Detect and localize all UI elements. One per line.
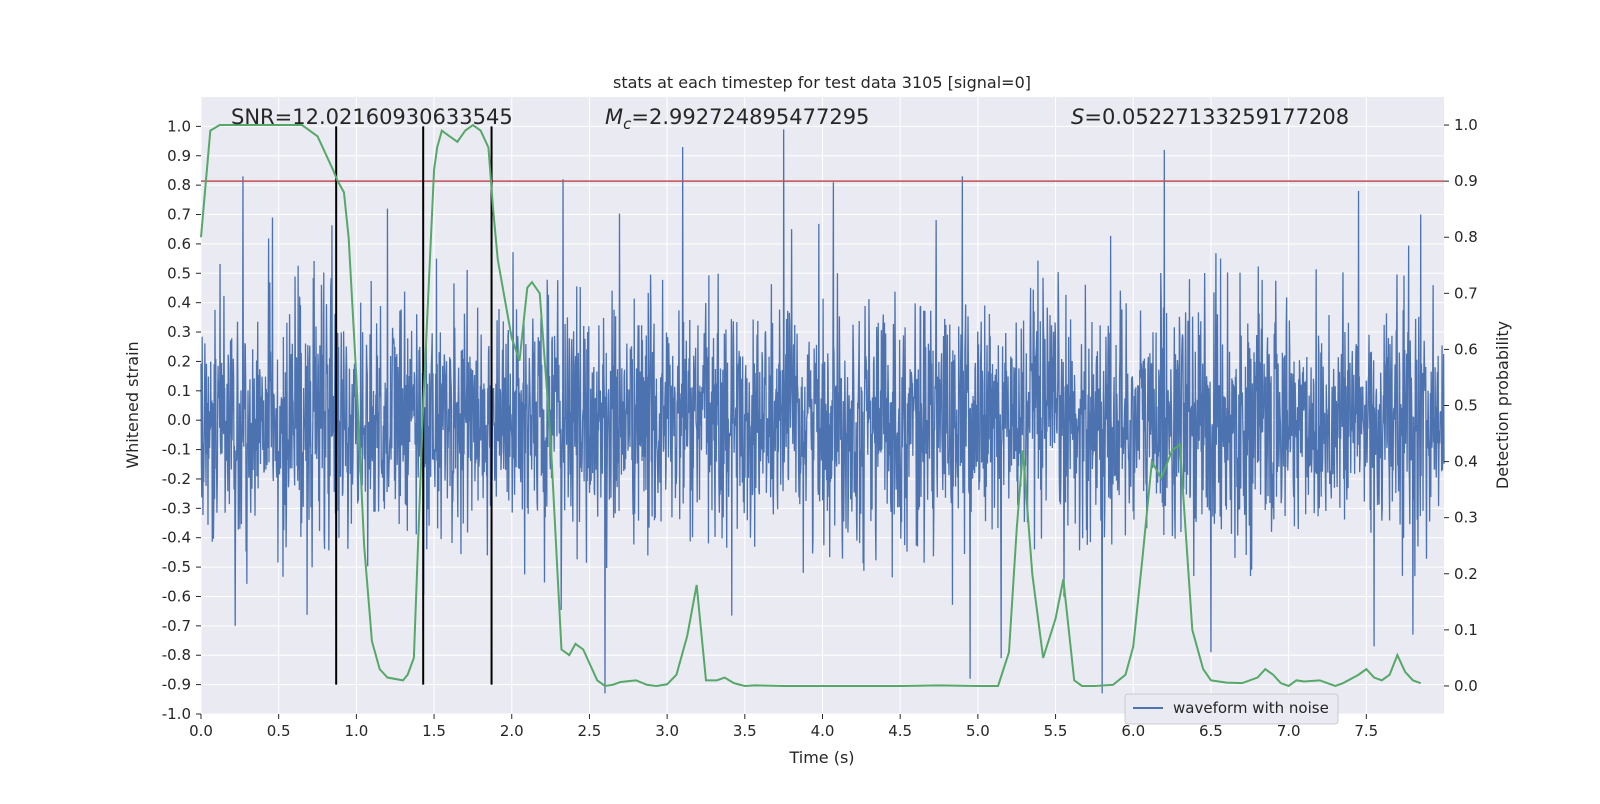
x-tick-label: 2.5 [578, 722, 602, 740]
x-tick-label: 7.0 [1277, 722, 1301, 740]
mc-value: =2.992724895477295 [631, 105, 869, 129]
y-left-tick-label: -0.3 [162, 499, 191, 517]
x-tick-label: 3.5 [733, 722, 757, 740]
x-tick-label: 0.5 [267, 722, 291, 740]
legend: waveform with noise [1124, 693, 1339, 725]
detection-probability-line [200, 123, 1422, 688]
waveform-series [200, 129, 1445, 694]
y-right-tick-label: 0.4 [1454, 453, 1478, 471]
y-right-tick-label: 0.3 [1454, 509, 1478, 527]
y-left-tick-label: 0.1 [167, 382, 191, 400]
y-left-tick-label: 0.0 [167, 411, 191, 429]
y-left-tick-label: 0.5 [167, 264, 191, 282]
y-left-tick-label: -1.0 [162, 705, 191, 723]
y-right-tick-label: 0.6 [1454, 340, 1478, 358]
x-tick-label: 6.5 [1199, 722, 1223, 740]
y-axis-left-ticks: 1.0 0.9 0.8 0.7 0.6 0.5 0.4 0.3 0.2 0.1 0.0 -0.1 -0.… [162, 117, 201, 723]
y-right-tick-label: 1.0 [1454, 116, 1478, 134]
x-tick-label: 7.5 [1354, 722, 1378, 740]
y-left-tick-label: -0.1 [162, 441, 191, 459]
x-tick-label: 1.5 [422, 722, 446, 740]
y-left-tick-label: -0.9 [162, 676, 191, 694]
mc-symbol: M [605, 105, 623, 129]
y-left-tick-label: -0.6 [162, 587, 191, 605]
y-left-tick-label: 0.8 [167, 176, 191, 194]
x-tick-label: 2.0 [500, 722, 524, 740]
mc-subscript: c [623, 115, 632, 133]
snr-annotation: SNR=12.02160930633545 [231, 105, 513, 129]
chart-title: stats at each timestep for test data 310… [613, 73, 1031, 92]
y-axis-right-ticks: 1.0 0.9 0.8 0.7 0.6 0.5 0.4 0.3 0.2 0.1 0.0 [1444, 116, 1478, 695]
x-axis-label: Time (s) [788, 748, 854, 767]
x-tick-label: 6.0 [1121, 722, 1145, 740]
y-left-tick-label: -0.7 [162, 617, 191, 635]
x-tick-label: 1.0 [344, 722, 368, 740]
y-right-tick-label: 0.0 [1454, 677, 1478, 695]
y-left-tick-label: 0.7 [167, 206, 191, 224]
y-left-tick-label: 0.2 [167, 352, 191, 370]
y-right-tick-label: 0.9 [1454, 172, 1478, 190]
waveform-line [200, 129, 1445, 694]
s-annotation: S=0.05227133259177208 [1071, 105, 1349, 129]
x-tick-label: 4.5 [888, 722, 912, 740]
y-right-tick-label: 0.1 [1454, 621, 1478, 639]
x-tick-label: 5.0 [966, 722, 990, 740]
y-right-tick-label: 0.5 [1454, 397, 1478, 415]
y-right-tick-label: 0.7 [1454, 284, 1478, 302]
legend-box [1124, 693, 1339, 725]
y-axis-left-label: Whitened strain [123, 341, 142, 468]
x-tick-label: 0.0 [189, 722, 213, 740]
y-left-tick-label: -0.4 [162, 529, 191, 547]
x-tick-label: 5.5 [1044, 722, 1068, 740]
s-symbol: S [1071, 105, 1084, 129]
legend-label: waveform with noise [1173, 699, 1329, 717]
y-left-tick-label: -0.2 [162, 470, 191, 488]
y-right-tick-label: 0.8 [1454, 228, 1478, 246]
y-left-tick-label: 0.3 [167, 323, 191, 341]
x-axis-ticks: 0.0 0.5 1.0 1.5 2.0 2.5 3.0 3.5 4.0 4.5 5.0 5.5 6.0 6… [189, 714, 1378, 740]
y-left-tick-label: 0.6 [167, 235, 191, 253]
mc-annotation: Mc=2.992724895477295 [605, 105, 869, 133]
y-axis-right-label: Detection probability [1493, 321, 1512, 489]
x-tick-label: 4.0 [811, 722, 835, 740]
y-left-tick-label: 0.9 [167, 147, 191, 165]
y-right-tick-label: 0.2 [1454, 565, 1478, 583]
s-value: =0.05227133259177208 [1084, 105, 1349, 129]
y-left-tick-label: 0.4 [167, 294, 191, 312]
y-left-tick-label: -0.5 [162, 558, 191, 576]
y-left-tick-label: -0.8 [162, 646, 191, 664]
x-tick-label: 3.0 [655, 722, 679, 740]
y-left-tick-label: 1.0 [167, 117, 191, 135]
